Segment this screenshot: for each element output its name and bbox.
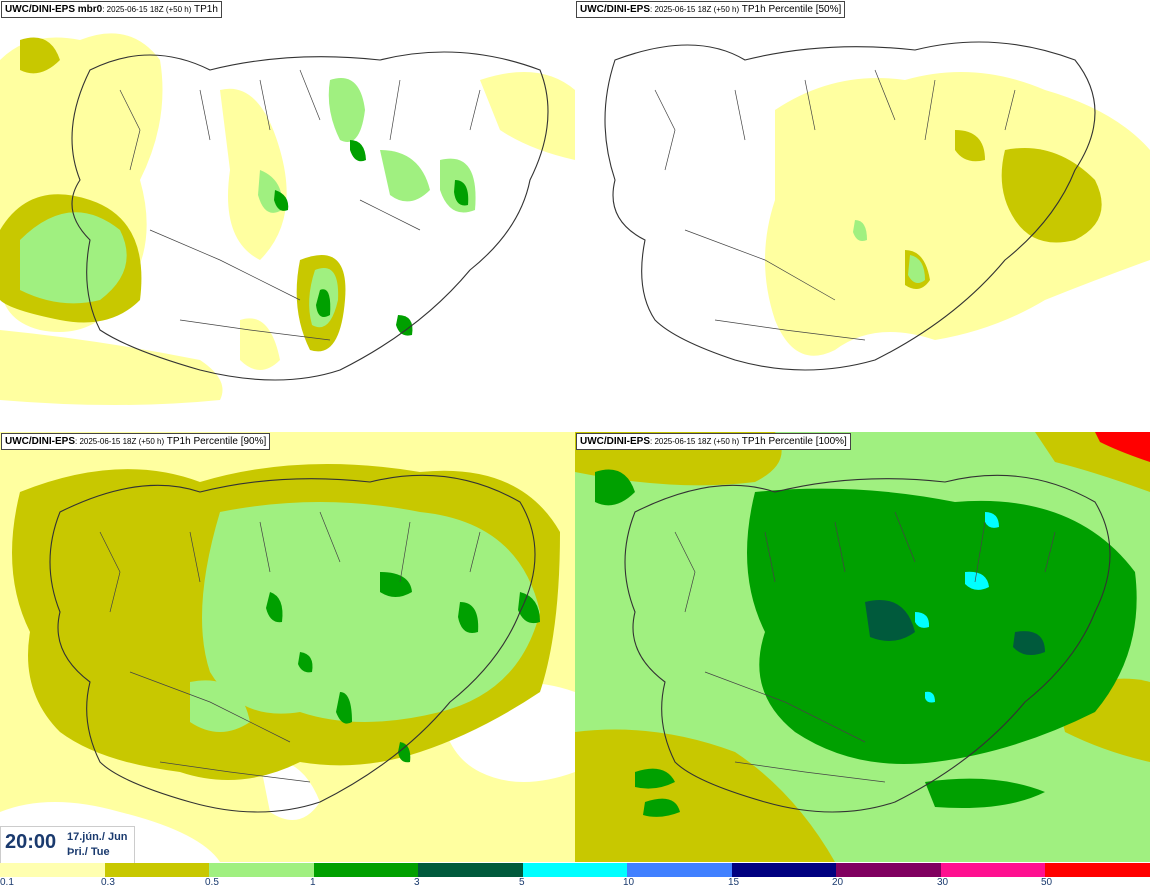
- colorbar-segment: [940, 863, 1046, 877]
- model-name: UWC/DINI-EPS: [580, 4, 650, 15]
- colorbar-tick-label: 1: [310, 877, 316, 888]
- colorbar-tick-label: 30: [937, 877, 949, 888]
- precip-map-p90: [0, 432, 575, 862]
- colorbar-segment: [313, 863, 419, 877]
- member-name: mbr0: [75, 4, 103, 15]
- run-time: : 2025-06-15 18Z (+50 h): [650, 5, 740, 14]
- precip-map-mbr0: [0, 0, 575, 430]
- valid-time-box: 20:00 17.jún./ Jun Þri./ Tue: [0, 826, 135, 864]
- run-time: : 2025-06-15 18Z (+50 h): [102, 5, 192, 14]
- run-time: : 2025-06-15 18Z (+50 h): [75, 437, 165, 446]
- panel-label-p50: UWC/DINI-EPS: 2025-06-15 18Z (+50 h) TP1…: [576, 1, 846, 18]
- panel-label-p100: UWC/DINI-EPS: 2025-06-15 18Z (+50 h) TP1…: [576, 433, 851, 450]
- precip-colorbar: [0, 863, 1150, 877]
- map-panel-p50: UWC/DINI-EPS: 2025-06-15 18Z (+50 h) TP1…: [575, 0, 1150, 430]
- model-name: UWC/DINI-EPS: [5, 436, 75, 447]
- map-panel-p100: UWC/DINI-EPS: 2025-06-15 18Z (+50 h) TP1…: [575, 432, 1150, 862]
- precip-map-p50: [575, 0, 1150, 430]
- colorbar-segment: [209, 863, 314, 877]
- colorbar-tick-label: 0.5: [205, 877, 219, 888]
- colorbar-ticks: 0.1 0.3 0.5 1 3 5 10 15 20 30 50: [0, 877, 1150, 891]
- colorbar-segment: [104, 863, 210, 877]
- colorbar-segment: [0, 863, 105, 877]
- map-panel-mbr0: UWC/DINI-EPS mbr0: 2025-06-15 18Z (+50 h…: [0, 0, 575, 430]
- panel-label-mbr0: UWC/DINI-EPS mbr0: 2025-06-15 18Z (+50 h…: [1, 1, 222, 18]
- colorbar-tick-label: 10: [623, 877, 635, 888]
- colorbar-tick-label: 20: [832, 877, 844, 888]
- colorbar-tick-label: 3: [414, 877, 420, 888]
- valid-time-clock: 20:00: [5, 831, 57, 853]
- field-name: TP1h Percentile [90%]: [164, 436, 267, 447]
- run-time: : 2025-06-15 18Z (+50 h): [650, 437, 740, 446]
- model-name: UWC/DINI-EPS: [5, 4, 75, 15]
- map-panel-p90: UWC/DINI-EPS: 2025-06-15 18Z (+50 h) TP1…: [0, 432, 575, 862]
- field-name: TP1h Percentile [50%]: [739, 4, 842, 15]
- colorbar-tick-label: 0.1: [0, 877, 14, 888]
- valid-weekday: Þri./ Tue: [67, 846, 110, 858]
- colorbar-tick-label: 0.3: [101, 877, 115, 888]
- colorbar-segment: [1045, 863, 1150, 877]
- precip-map-p100: [575, 432, 1150, 862]
- colorbar-tick-label: 50: [1041, 877, 1053, 888]
- field-name: TP1h Percentile [100%]: [739, 436, 847, 447]
- colorbar-tick-label: 5: [519, 877, 525, 888]
- colorbar-tick-label: 15: [728, 877, 740, 888]
- colorbar-segment: [731, 863, 837, 877]
- model-name: UWC/DINI-EPS: [580, 436, 650, 447]
- colorbar-segment: [836, 863, 941, 877]
- colorbar-segment: [418, 863, 523, 877]
- field-name: TP1h: [191, 4, 218, 15]
- colorbar-segment: [627, 863, 732, 877]
- valid-date: 17.jún./ Jun: [67, 831, 128, 843]
- colorbar-segment: [522, 863, 628, 877]
- panel-label-p90: UWC/DINI-EPS: 2025-06-15 18Z (+50 h) TP1…: [1, 433, 271, 450]
